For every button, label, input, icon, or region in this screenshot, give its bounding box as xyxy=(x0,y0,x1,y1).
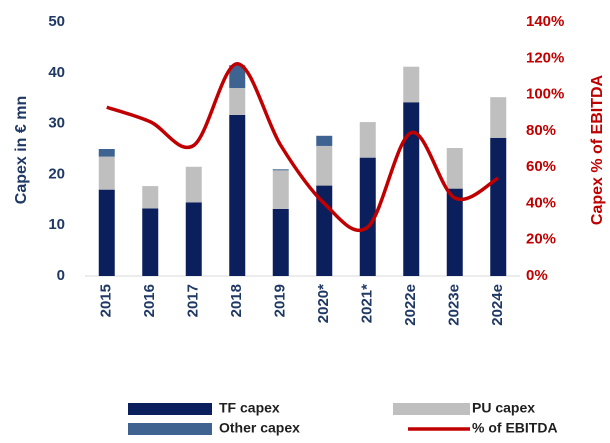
bar-segment xyxy=(229,88,246,115)
legend-swatch xyxy=(128,423,212,435)
bar-segment xyxy=(185,202,202,276)
legend-label: Other capex xyxy=(219,420,300,436)
y-tick-label: 20 xyxy=(48,165,65,182)
bar-segment xyxy=(403,102,420,276)
y2-tick-label: 140% xyxy=(526,13,564,30)
bar-segment xyxy=(359,157,376,276)
y2-axis-title: Capex % of EBITDA xyxy=(589,74,606,225)
legend-label: TF capex xyxy=(219,400,280,416)
x-tick-label: 2022e xyxy=(402,284,419,326)
bar-segment xyxy=(185,166,202,203)
y2-tick-label: 0% xyxy=(526,267,548,284)
y-axis-title: Capex in € mn xyxy=(13,96,30,204)
legend-swatch xyxy=(128,403,212,415)
bar-segment xyxy=(490,137,507,276)
y-tick-label: 40 xyxy=(48,64,65,81)
x-tick-label: 2017 xyxy=(185,284,202,317)
x-tick-label: 2016 xyxy=(141,284,158,317)
legend-label: % of EBITDA xyxy=(472,420,558,436)
x-tick-label: 2023e xyxy=(446,284,463,326)
line xyxy=(106,61,500,233)
bar-segment xyxy=(316,145,333,186)
x-tick-label: 2015 xyxy=(98,284,115,317)
bar-segment xyxy=(272,170,289,209)
bar-segment xyxy=(446,188,463,276)
bar-segment xyxy=(359,122,376,158)
bar-segment xyxy=(403,66,420,103)
x-tick-label: 2021* xyxy=(359,284,376,323)
bar-segment xyxy=(98,156,115,190)
bar-segment xyxy=(272,169,289,171)
bar-segment xyxy=(98,189,115,276)
y2-tick-label: 40% xyxy=(526,194,556,211)
y-tick-label: 10 xyxy=(48,216,65,233)
legend-swatch xyxy=(393,403,470,415)
y2-tick-label: 80% xyxy=(526,122,556,139)
bar-segment xyxy=(490,97,507,138)
y2-tick-label: 120% xyxy=(526,49,564,66)
x-tick-label: 2018 xyxy=(228,284,245,317)
y-tick-label: 30 xyxy=(48,115,65,132)
bar-segment xyxy=(229,65,246,89)
x-tick-label: 2020* xyxy=(315,284,332,323)
x-tick-label: 2019 xyxy=(272,284,289,317)
bar-segment xyxy=(316,135,333,146)
legend-label: PU capex xyxy=(472,400,535,416)
bar-segment xyxy=(272,208,289,276)
y-tick-label: 50 xyxy=(48,13,65,30)
bar-segment xyxy=(446,147,463,189)
bar-segment xyxy=(98,149,115,157)
y-tick-label: 0 xyxy=(57,267,65,284)
y2-tick-label: 20% xyxy=(526,231,556,248)
bar-segment xyxy=(142,186,159,209)
bar-segment xyxy=(142,208,159,276)
y2-tick-label: 60% xyxy=(526,158,556,175)
x-tick-label: 2024e xyxy=(489,284,506,326)
y2-tick-label: 100% xyxy=(526,86,564,103)
bar-segment xyxy=(229,114,246,277)
